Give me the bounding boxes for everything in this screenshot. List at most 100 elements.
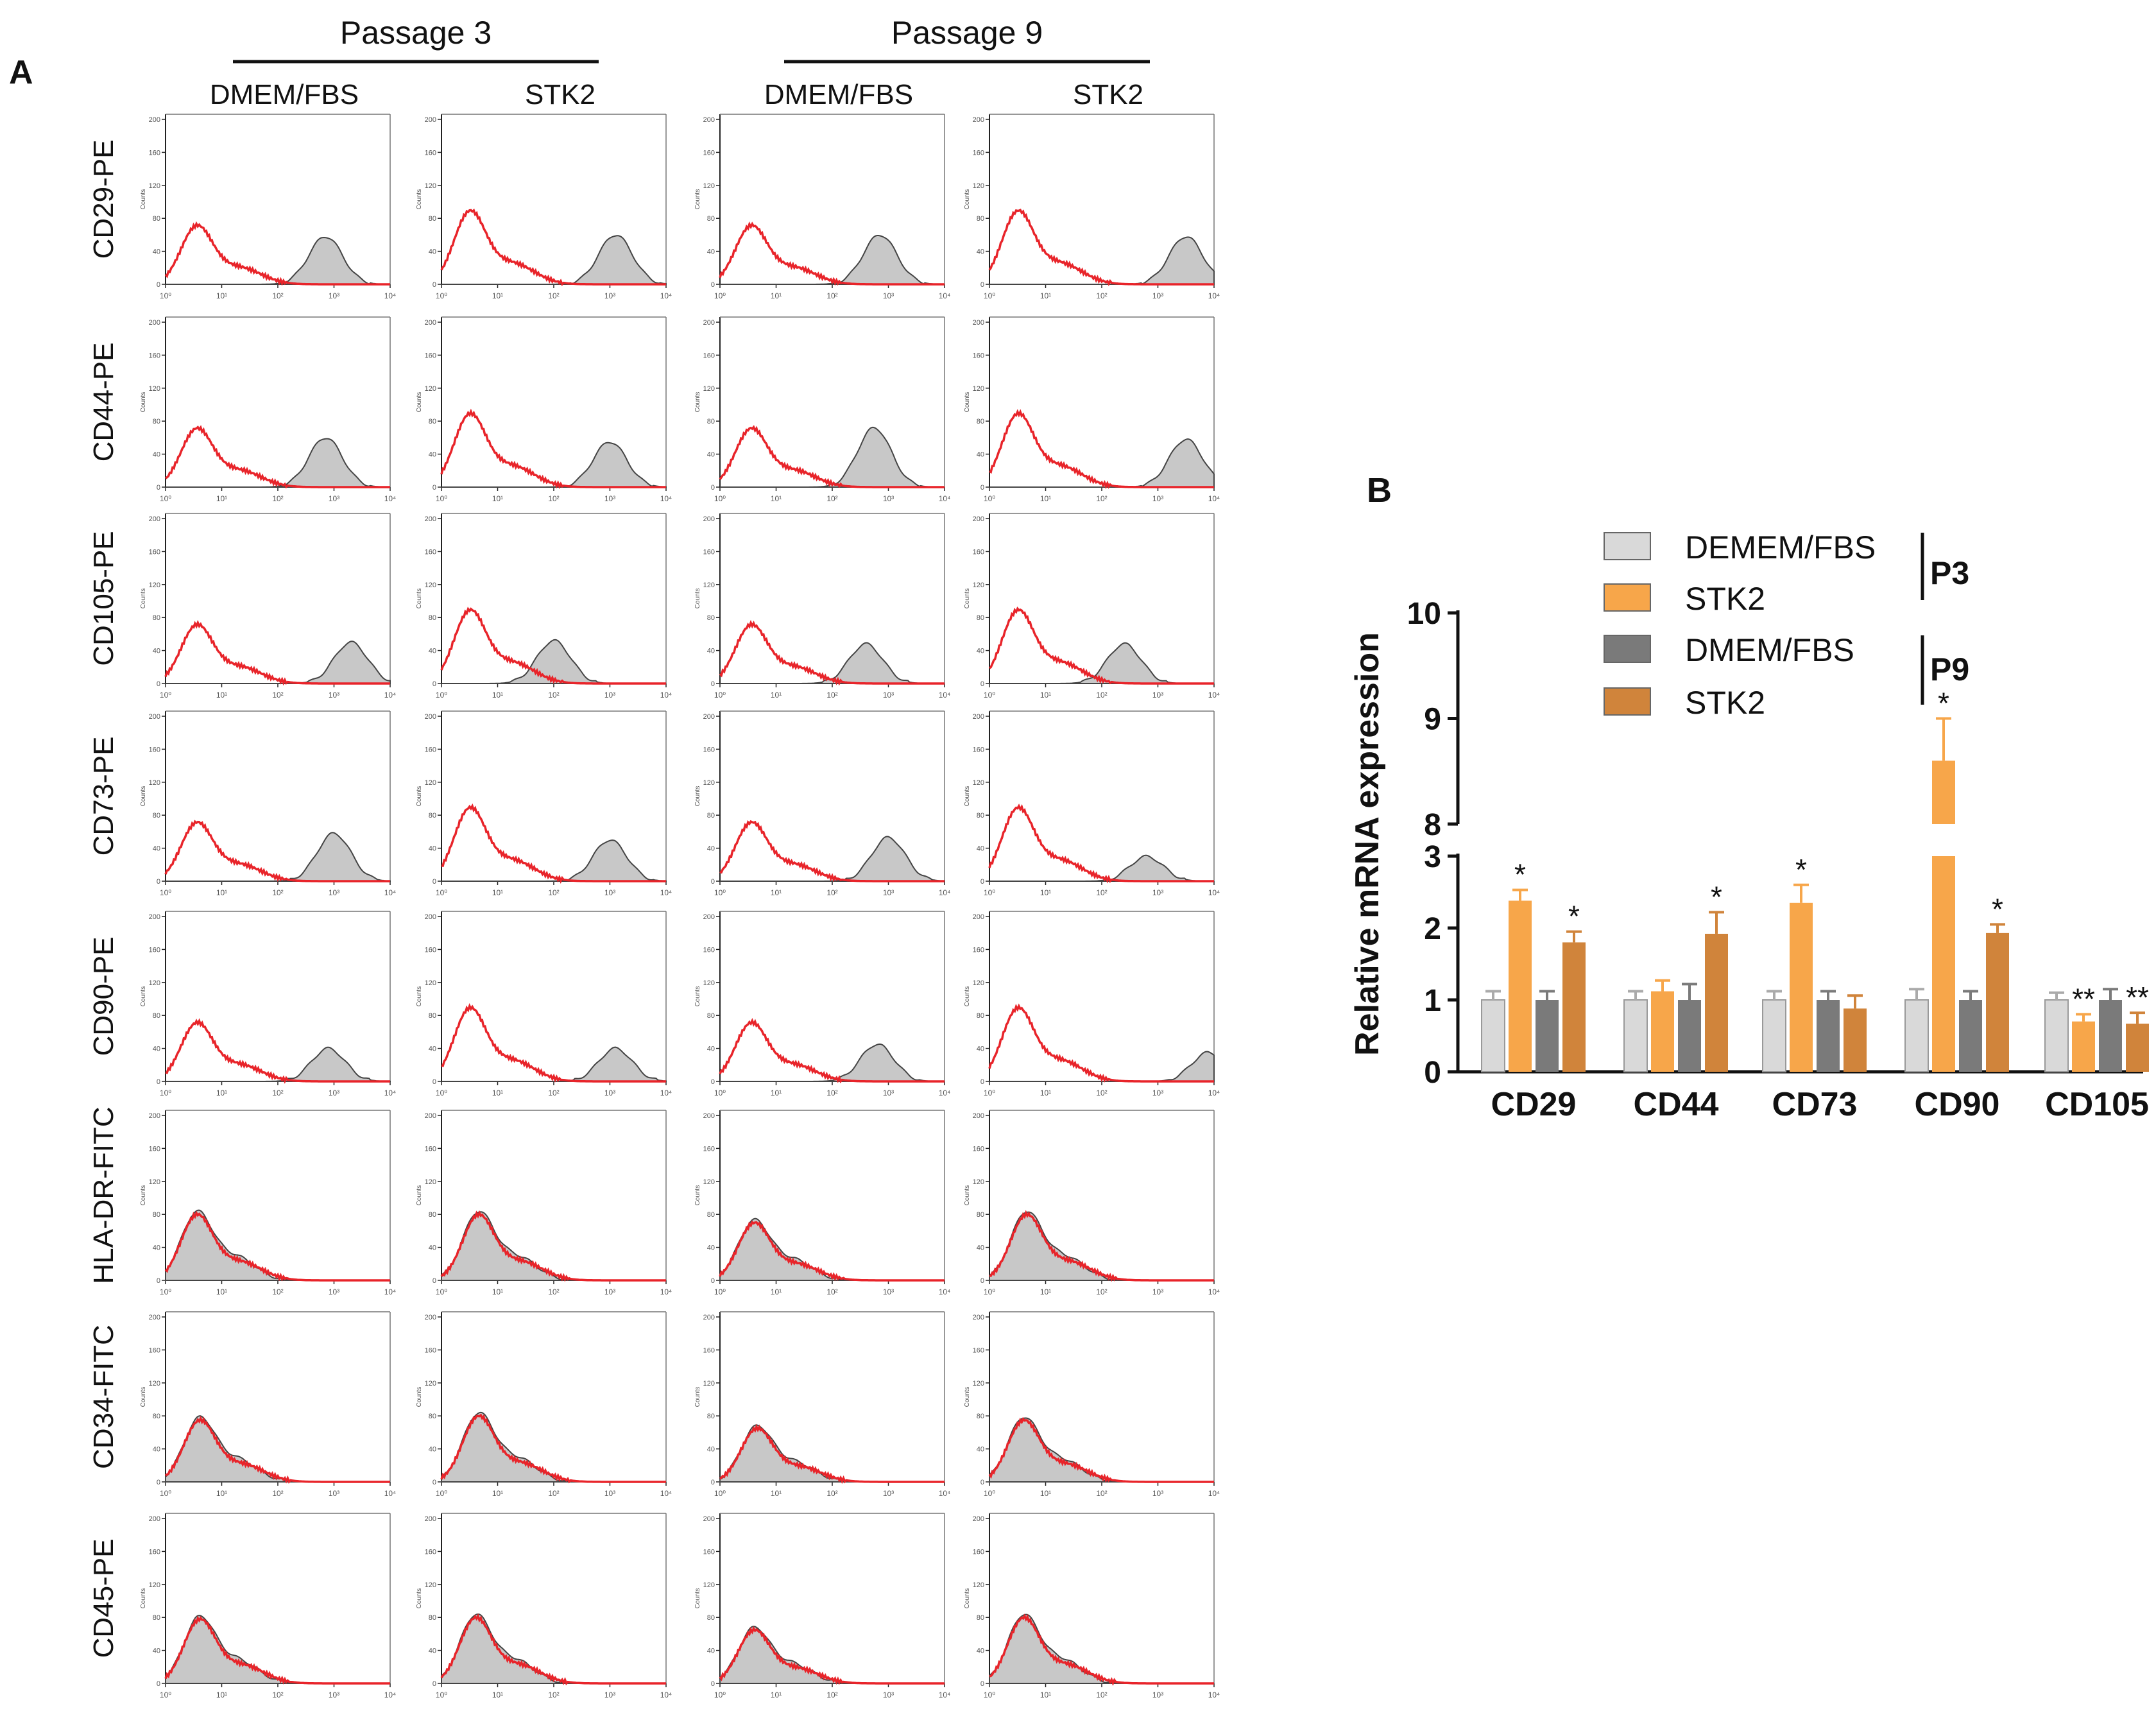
y-tick-label: 0 xyxy=(432,1479,436,1486)
isotype-control-histogram xyxy=(989,409,1214,490)
y-axis-title: Counts xyxy=(694,986,701,1007)
y-axis-title: Counts xyxy=(416,589,423,609)
histogram-plot: 200 160 120 80 40 0 Counts 10⁰ 10¹ 10² 10³ 10⁴ xyxy=(964,1110,1220,1296)
stained-histogram xyxy=(989,438,1215,488)
x-tick-label: 10⁴ xyxy=(384,1088,397,1097)
isotype-control-histogram xyxy=(988,804,1214,884)
y-tick-label: 120 xyxy=(703,182,715,190)
histogram-plot: 200 160 120 80 40 0 Counts 10⁰ 10¹ 10² 10³ 10⁴ xyxy=(140,513,396,700)
x-tick-label: 10¹ xyxy=(771,291,782,300)
x-tick-label: 10² xyxy=(1096,888,1107,897)
y-tick-label: 160 xyxy=(973,1346,984,1354)
x-tick-label: 10¹ xyxy=(1040,1088,1051,1097)
y-tick-label: 0 xyxy=(711,680,715,688)
y-tick-label: 0 xyxy=(432,1277,436,1285)
y-tick-label: 160 xyxy=(703,352,715,359)
x-tick-label: 10⁰ xyxy=(436,1690,447,1699)
x-tick-label: 10⁰ xyxy=(436,888,447,897)
y-tick-label: 120 xyxy=(425,1178,436,1186)
y-tick-label: 40 xyxy=(977,248,984,256)
y-axis-title: Counts xyxy=(694,1185,701,1206)
y-tick-label: 40 xyxy=(153,1045,160,1053)
y-tick-label: 200 xyxy=(703,515,715,523)
stained-histogram xyxy=(989,236,1215,285)
x-tick-label: 10³ xyxy=(329,1489,339,1498)
x-tick-label: 10⁴ xyxy=(660,888,672,897)
x-tick-label: 10⁰ xyxy=(714,291,726,300)
y-tick-label: 120 xyxy=(973,182,984,190)
y-tick-label: 0 xyxy=(980,878,984,886)
y-tick-label: 200 xyxy=(425,1314,436,1321)
x-tick-label: 10¹ xyxy=(492,291,503,300)
isotype-control-histogram xyxy=(719,221,945,286)
x-tick-label: 10² xyxy=(272,291,283,300)
y-tick-label: 80 xyxy=(429,215,436,223)
y-tick-label: 160 xyxy=(973,946,984,954)
x-tick-label: 10⁴ xyxy=(939,1489,951,1498)
y-tick-label: 160 xyxy=(149,946,160,954)
y-axis-title: Counts xyxy=(964,786,971,807)
x-tick-label: 10⁰ xyxy=(436,494,447,503)
stained-histogram xyxy=(166,236,391,285)
x-tick-label: 10³ xyxy=(329,494,339,503)
legend-group-p3: P3 xyxy=(1930,555,1969,591)
isotype-control-histogram xyxy=(440,1613,666,1686)
y-axis-title: Counts xyxy=(694,189,701,210)
y-axis-title: Counts xyxy=(694,1387,701,1407)
x-tick-label: 10³ xyxy=(604,1690,615,1699)
x-tick-label: 10³ xyxy=(883,494,894,503)
y-tick-label: 80 xyxy=(707,1614,715,1622)
panel-label-a: A xyxy=(9,54,33,91)
isotype-control-histogram xyxy=(440,606,666,685)
bar xyxy=(1562,942,1586,1072)
bar xyxy=(1651,991,1674,1072)
x-tick-label: 10² xyxy=(1096,691,1107,700)
y-tick-label: 120 xyxy=(703,1380,715,1388)
y-tick-label: 200 xyxy=(149,1314,160,1321)
x-tick-label: 10⁴ xyxy=(939,1690,951,1699)
stained-histogram xyxy=(719,1217,945,1281)
y-tick-label: 120 xyxy=(149,581,160,589)
y-axis-title: Counts xyxy=(964,1185,971,1206)
x-tick-label: 10¹ xyxy=(492,888,503,897)
histogram-plot: 200 160 120 80 40 0 Counts 10⁰ 10¹ 10² 10³ 10⁴ xyxy=(964,114,1220,300)
x-tick-label: 10⁰ xyxy=(714,691,726,700)
y-tick-label: 120 xyxy=(703,979,715,987)
x-tick-label: 10² xyxy=(826,888,837,897)
y-tick-label: 120 xyxy=(973,1581,984,1589)
x-tick-label: 10⁴ xyxy=(660,494,672,503)
legend-label: STK2 xyxy=(1685,581,1765,617)
y-tick-label: 2 xyxy=(1424,912,1441,946)
bar-group-item: * xyxy=(1705,880,1728,1072)
x-tick-label: 10¹ xyxy=(492,494,503,503)
y-tick-label: 200 xyxy=(149,713,160,721)
y-tick-label: 40 xyxy=(977,451,984,459)
y-axis-title: Counts xyxy=(964,1588,971,1609)
y-tick-label: 0 xyxy=(157,1479,160,1486)
isotype-control-histogram xyxy=(988,209,1214,286)
y-axis-title: Counts xyxy=(140,986,147,1007)
marker-label: CD73-PE xyxy=(88,737,119,856)
isotype-control-histogram xyxy=(989,1210,1214,1282)
significance-mark: ** xyxy=(2072,982,2095,1015)
x-tick-label: 10³ xyxy=(604,1088,615,1097)
bar-upper xyxy=(1932,761,1955,824)
y-tick-label: 0 xyxy=(980,1078,984,1086)
y-tick-label: 200 xyxy=(149,116,160,124)
histogram-plot: 200 160 120 80 40 0 Counts 10⁰ 10¹ 10² 10³ 10⁴ xyxy=(694,1110,950,1296)
category-label: CD105 xyxy=(2045,1086,2149,1123)
x-tick-label: 10³ xyxy=(329,691,339,700)
y-tick-label: 120 xyxy=(149,1380,160,1388)
x-tick-label: 10¹ xyxy=(1040,888,1051,897)
x-tick-label: 10⁴ xyxy=(660,1088,672,1097)
x-tick-label: 10⁴ xyxy=(384,494,397,503)
x-tick-label: 10¹ xyxy=(492,1690,503,1699)
x-tick-label: 10⁴ xyxy=(1208,1690,1220,1699)
stained-histogram xyxy=(166,438,391,488)
y-tick-label: 40 xyxy=(429,451,436,459)
y-tick-label: 40 xyxy=(429,1045,436,1053)
y-tick-label: 80 xyxy=(977,215,984,223)
x-tick-label: 10² xyxy=(272,1088,283,1097)
y-tick-label: 160 xyxy=(973,1145,984,1153)
